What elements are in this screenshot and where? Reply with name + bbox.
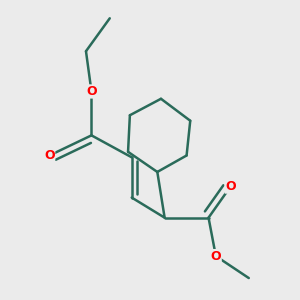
- Text: O: O: [211, 250, 221, 262]
- Text: O: O: [44, 149, 55, 162]
- Text: O: O: [86, 85, 97, 98]
- Text: O: O: [225, 180, 236, 193]
